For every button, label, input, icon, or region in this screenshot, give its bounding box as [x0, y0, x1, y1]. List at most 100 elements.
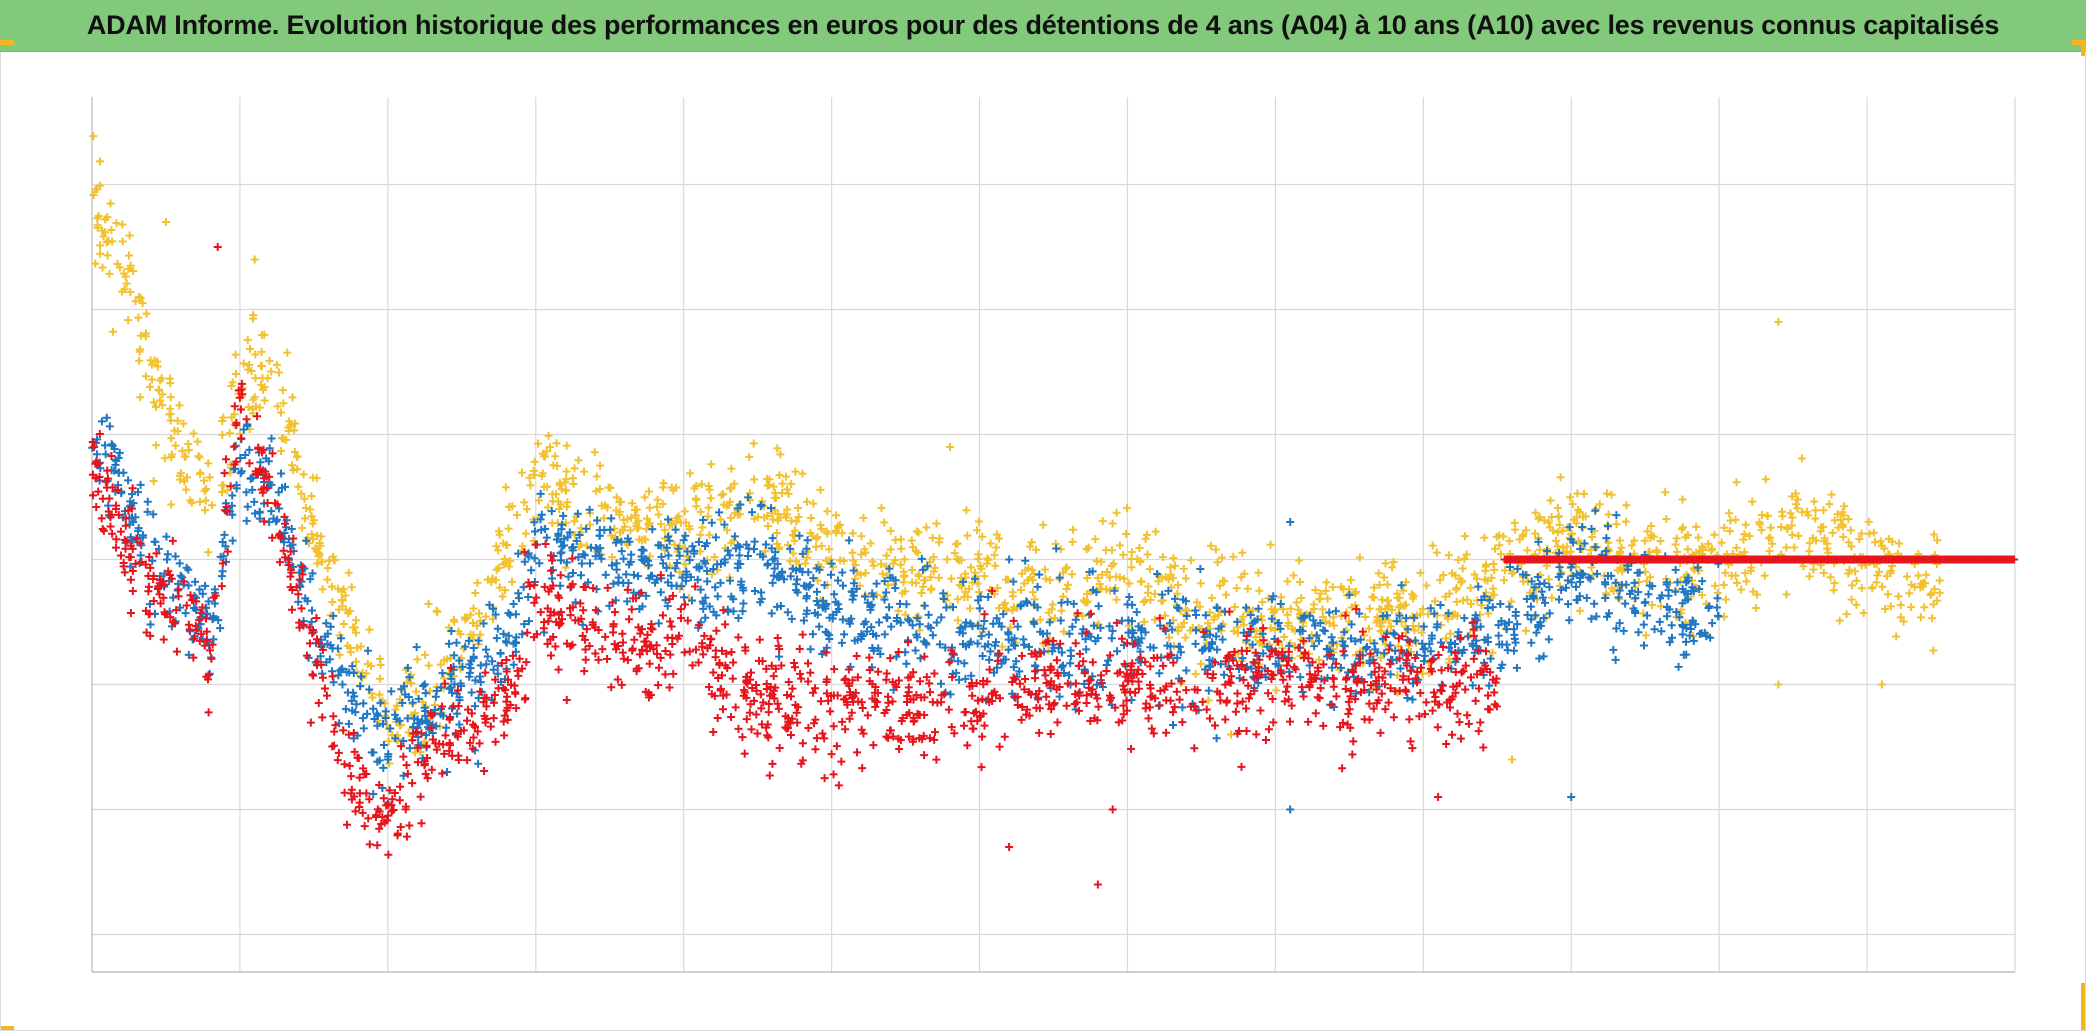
data-point	[1787, 521, 1796, 530]
data-point	[1881, 604, 1890, 613]
data-point	[1008, 592, 1017, 601]
data-point	[149, 398, 158, 407]
data-point	[1549, 526, 1558, 535]
data-point	[178, 573, 187, 582]
data-point	[1491, 544, 1500, 553]
data-point	[838, 717, 847, 726]
data-point	[827, 570, 836, 579]
data-point	[384, 850, 393, 859]
data-point	[1630, 578, 1639, 587]
data-point	[607, 514, 616, 523]
data-point	[293, 452, 302, 461]
data-point	[584, 578, 593, 587]
data-point	[773, 633, 782, 642]
data-point	[920, 601, 929, 610]
data-point	[425, 687, 434, 696]
data-point	[1159, 661, 1168, 670]
data-point	[498, 592, 507, 601]
data-point	[136, 294, 145, 303]
data-point	[1555, 581, 1564, 590]
data-point	[1082, 589, 1091, 598]
data-point	[1232, 584, 1241, 593]
data-point	[1321, 586, 1330, 595]
data-point	[807, 514, 816, 523]
data-point	[1401, 685, 1410, 694]
data-point	[1141, 596, 1150, 605]
data-point	[354, 754, 363, 763]
data-point	[174, 592, 183, 601]
data-point	[1294, 605, 1303, 614]
data-point	[1399, 586, 1408, 595]
data-point	[1311, 586, 1320, 595]
data-point	[1156, 686, 1165, 695]
data-point	[808, 630, 817, 639]
data-point	[1062, 563, 1071, 572]
data-point	[612, 493, 621, 502]
data-point	[1122, 529, 1131, 538]
data-point	[1365, 604, 1374, 613]
data-point	[1289, 571, 1298, 580]
data-point	[1694, 533, 1703, 542]
data-point	[1071, 679, 1080, 688]
data-point	[1127, 554, 1136, 563]
data-point	[1580, 489, 1589, 498]
data-point	[680, 648, 689, 657]
data-point	[131, 297, 140, 306]
data-point	[1436, 575, 1445, 584]
data-point	[877, 560, 886, 569]
data-point	[569, 479, 578, 488]
data-point	[1031, 545, 1040, 554]
data-point	[419, 682, 428, 691]
data-point	[1420, 651, 1429, 660]
data-point	[1591, 506, 1600, 515]
data-point	[1577, 569, 1586, 578]
data-point	[1757, 526, 1766, 535]
data-point	[1266, 623, 1275, 632]
data-point	[1041, 574, 1050, 583]
data-point	[1370, 583, 1379, 592]
data-point	[334, 748, 343, 757]
data-point	[1582, 594, 1591, 603]
data-point	[1446, 629, 1455, 638]
data-point	[838, 568, 847, 577]
data-point	[126, 608, 135, 617]
data-point	[1286, 518, 1295, 526]
data-point	[586, 559, 595, 568]
data-point	[1645, 547, 1654, 556]
data-point	[1136, 557, 1145, 566]
data-point	[1005, 555, 1014, 564]
data-point	[298, 523, 307, 532]
data-point	[1368, 592, 1377, 601]
data-point	[335, 650, 344, 659]
data-point	[727, 712, 736, 721]
data-point	[351, 628, 360, 637]
data-point	[794, 512, 803, 521]
data-point	[1318, 605, 1327, 614]
data-point	[724, 500, 733, 509]
data-point	[574, 456, 583, 465]
data-point	[579, 606, 588, 615]
data-point	[350, 623, 359, 632]
data-point	[219, 481, 228, 490]
data-point	[220, 530, 229, 539]
data-point	[449, 615, 458, 624]
data-point	[1510, 630, 1519, 639]
data-point	[291, 419, 300, 428]
data-point	[1348, 750, 1357, 759]
data-point	[103, 466, 112, 475]
data-point	[307, 512, 316, 521]
data-point	[554, 665, 563, 674]
data-point	[834, 781, 843, 790]
data-point	[152, 441, 161, 450]
data-point	[769, 672, 778, 681]
data-point	[300, 514, 309, 523]
data-point	[774, 704, 783, 713]
data-point	[1255, 586, 1264, 595]
data-point	[1828, 528, 1837, 537]
data-point	[91, 185, 100, 194]
data-point	[1141, 704, 1150, 713]
data-point	[275, 368, 284, 377]
data-point	[1765, 547, 1774, 556]
data-point	[764, 699, 773, 708]
data-point	[1123, 504, 1131, 513]
